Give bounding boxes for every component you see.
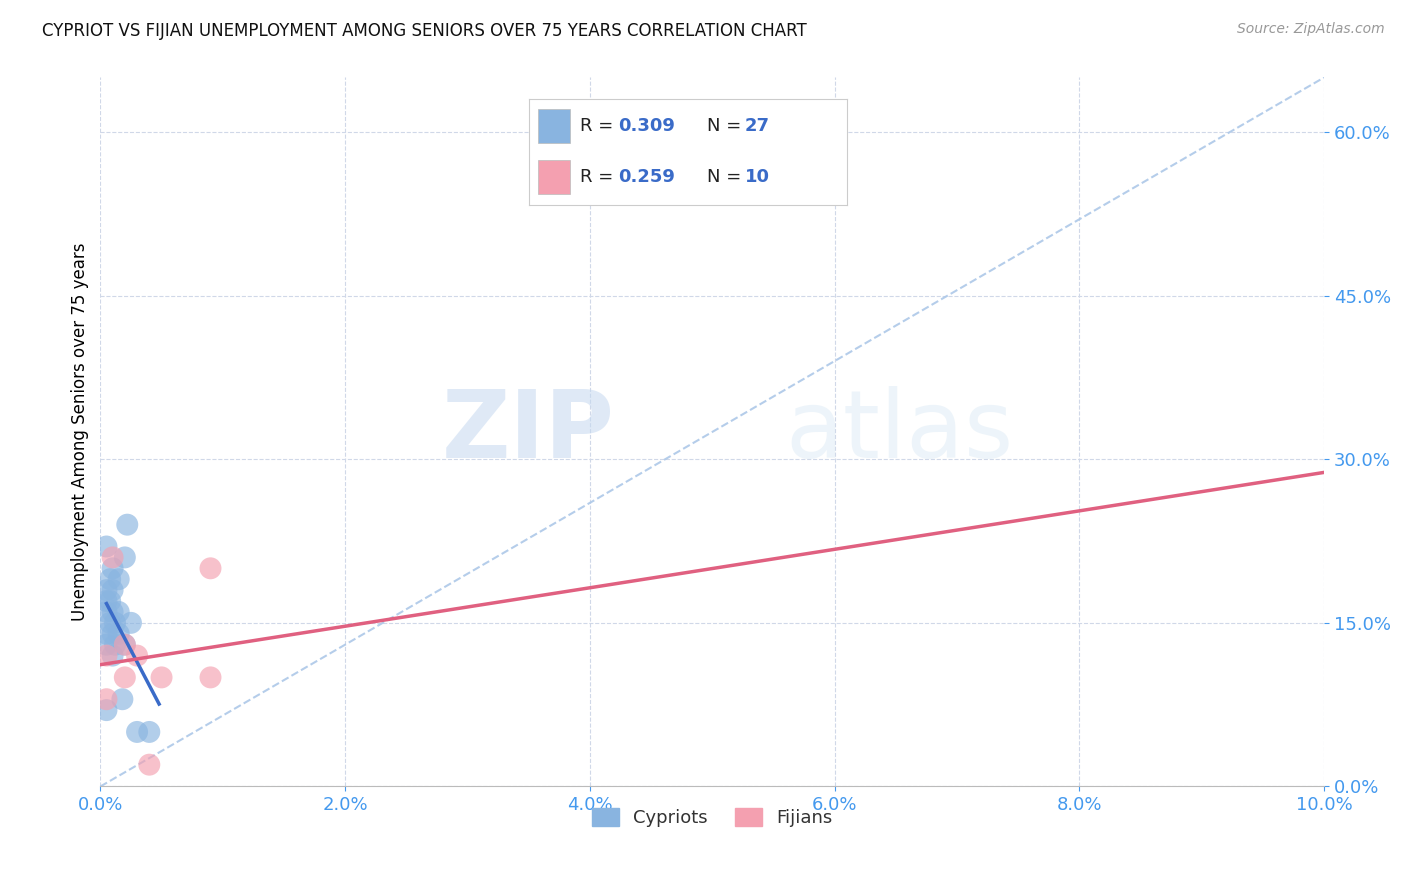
- Point: [138, 725, 160, 739]
- Point: [117, 517, 139, 532]
- Point: [200, 670, 222, 684]
- Point: [96, 648, 118, 663]
- Point: [107, 626, 129, 640]
- Text: CYPRIOT VS FIJIAN UNEMPLOYMENT AMONG SENIORS OVER 75 YEARS CORRELATION CHART: CYPRIOT VS FIJIAN UNEMPLOYMENT AMONG SEN…: [42, 22, 807, 40]
- Point: [96, 626, 118, 640]
- Point: [98, 615, 121, 630]
- Point: [96, 583, 118, 598]
- Point: [114, 670, 136, 684]
- Point: [101, 561, 124, 575]
- Point: [96, 605, 118, 619]
- Point: [150, 670, 173, 684]
- Point: [101, 583, 124, 598]
- Point: [111, 692, 134, 706]
- Point: [200, 561, 222, 575]
- Point: [125, 648, 148, 663]
- Point: [101, 605, 124, 619]
- Point: [138, 757, 160, 772]
- Point: [96, 703, 118, 717]
- Point: [107, 605, 129, 619]
- Point: [125, 725, 148, 739]
- Legend: Cypriots, Fijians: Cypriots, Fijians: [585, 800, 839, 834]
- Text: Source: ZipAtlas.com: Source: ZipAtlas.com: [1237, 22, 1385, 37]
- Point: [96, 638, 118, 652]
- Point: [104, 615, 127, 630]
- Point: [114, 638, 136, 652]
- Point: [101, 626, 124, 640]
- Point: [114, 550, 136, 565]
- Point: [96, 692, 118, 706]
- Point: [114, 638, 136, 652]
- Point: [107, 572, 129, 586]
- Point: [98, 572, 121, 586]
- Point: [98, 594, 121, 608]
- Y-axis label: Unemployment Among Seniors over 75 years: Unemployment Among Seniors over 75 years: [72, 243, 89, 621]
- Point: [96, 594, 118, 608]
- Point: [96, 540, 118, 554]
- Point: [104, 638, 127, 652]
- Point: [101, 550, 124, 565]
- Point: [120, 615, 142, 630]
- Text: ZIP: ZIP: [441, 386, 614, 478]
- Text: atlas: atlas: [786, 386, 1014, 478]
- Point: [101, 648, 124, 663]
